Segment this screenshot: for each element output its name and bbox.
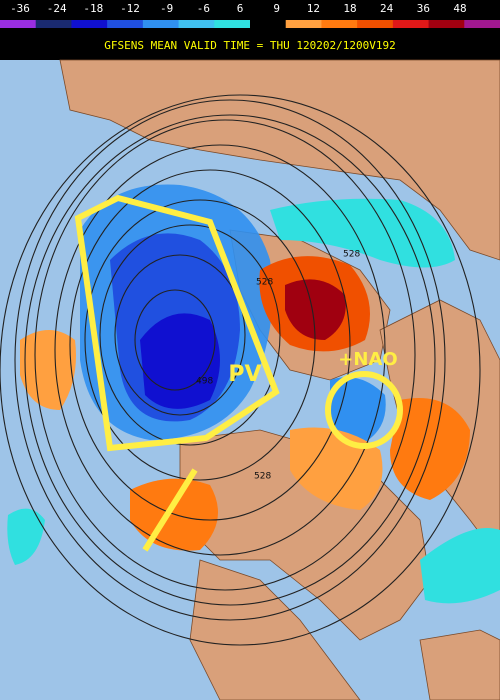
colorbar-label: 18 bbox=[343, 2, 356, 15]
colorbar-label: -12 bbox=[120, 2, 140, 15]
colorbar-segment bbox=[250, 20, 287, 28]
colorbar-label: -24 bbox=[47, 2, 67, 15]
contour-label: 528 bbox=[343, 250, 360, 260]
contour-label: 528 bbox=[254, 472, 271, 482]
colorbar-segment bbox=[142, 20, 180, 28]
colorbar-segment bbox=[107, 20, 144, 28]
colorbar-segment bbox=[71, 20, 108, 28]
nao-circle bbox=[325, 371, 403, 449]
colorbar-segment bbox=[392, 20, 430, 28]
colorbar-label: 12 bbox=[307, 2, 320, 15]
colorbar: -36 -24 -18 -12 -9 -6 6 9 12 18 24 36 48 bbox=[0, 2, 500, 28]
map-title: GFSENS MEAN VALID TIME = THU 120202/1200… bbox=[104, 39, 395, 52]
colorbar-segment bbox=[357, 20, 394, 28]
height-contours bbox=[0, 94, 481, 646]
anomaly-shading bbox=[7, 184, 500, 604]
colorbar-label: 36 bbox=[417, 2, 430, 15]
colorbar-label: 24 bbox=[380, 2, 394, 15]
colorbar-label: -6 bbox=[197, 2, 210, 15]
contour-label: 498 bbox=[196, 377, 213, 387]
colorbar-label: 6 bbox=[237, 2, 244, 15]
colorbar-segment bbox=[428, 20, 465, 28]
nao-label: +NAO bbox=[338, 349, 397, 370]
colorbar-label: -9 bbox=[160, 2, 173, 15]
colorbar-label: -36 bbox=[10, 2, 30, 15]
colorbar-segment bbox=[321, 20, 358, 28]
contour-label: 528 bbox=[256, 278, 273, 288]
colorbar-segment bbox=[178, 20, 215, 28]
map-area: 528 528 528 498 PV +NAO bbox=[0, 59, 500, 700]
colorbar-label: 9 bbox=[273, 2, 280, 15]
pv-label: PV bbox=[228, 362, 261, 387]
colorbar-segment bbox=[214, 20, 251, 28]
colorbar-segment bbox=[464, 20, 500, 28]
colorbar-label: -18 bbox=[83, 2, 103, 15]
trough-line bbox=[142, 468, 198, 552]
colorbar-segment bbox=[35, 20, 72, 28]
colorbar-segment bbox=[0, 20, 37, 28]
colorbar-segment bbox=[285, 20, 322, 28]
pv-outline bbox=[74, 194, 280, 452]
colorbar-label: 48 bbox=[453, 2, 466, 15]
